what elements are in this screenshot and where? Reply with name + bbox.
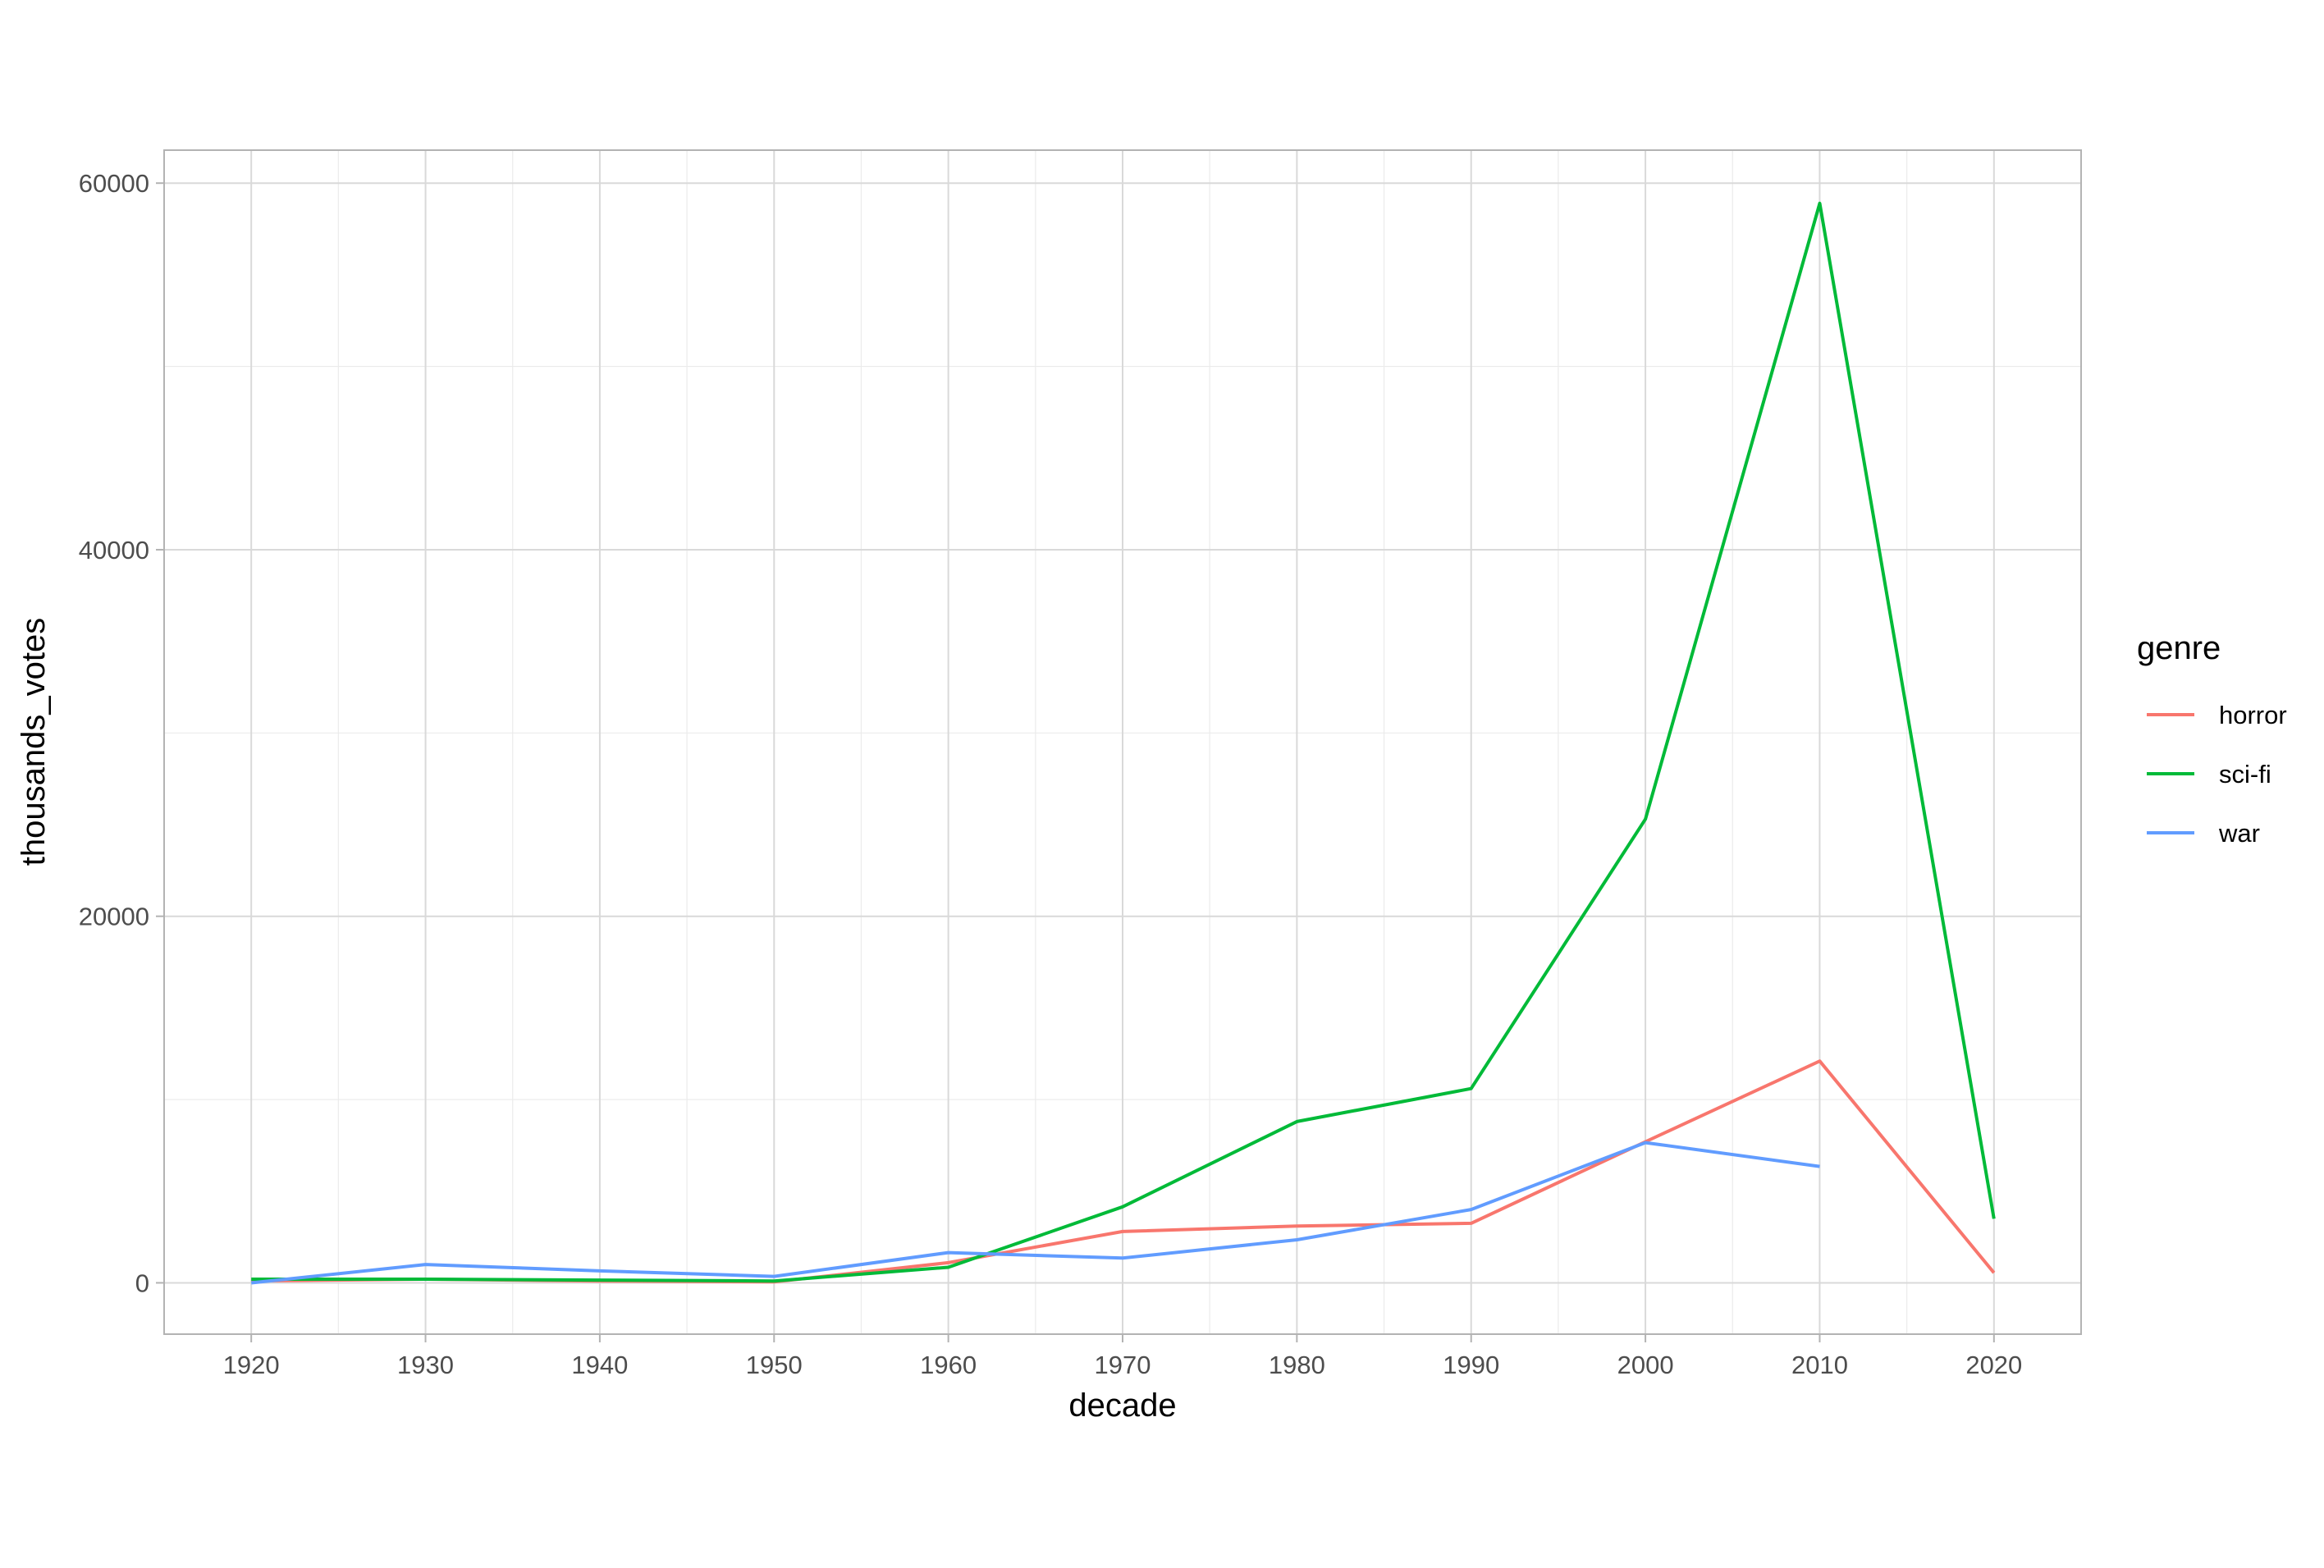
x-tick-label: 1990 — [1443, 1351, 1499, 1379]
major-gridlines — [164, 150, 2081, 1334]
legend-label-horror: horror — [2219, 701, 2287, 729]
y-tick-label: 60000 — [79, 169, 149, 198]
x-tick-label: 1980 — [1269, 1351, 1325, 1379]
series-lines — [250, 201, 1996, 1285]
y-axis-title: thousands_votes — [16, 618, 52, 866]
y-tick-label: 40000 — [79, 536, 149, 565]
x-tick-label: 2000 — [1617, 1351, 1674, 1379]
legend-label-sci-fi: sci-fi — [2219, 760, 2271, 789]
x-tick-label: 2010 — [1791, 1351, 1848, 1379]
series-line-war — [250, 1141, 1820, 1285]
x-tick-label: 1940 — [571, 1351, 628, 1379]
y-tick-label: 0 — [135, 1269, 149, 1297]
x-tick-label: 1930 — [397, 1351, 454, 1379]
x-tick-label: 1970 — [1095, 1351, 1151, 1379]
x-tick-label: 1960 — [920, 1351, 977, 1379]
legend-label-war: war — [2218, 819, 2260, 848]
x-tick-label: 1950 — [746, 1351, 803, 1379]
x-tick-label: 1920 — [223, 1351, 280, 1379]
y-tick-label: 20000 — [79, 903, 149, 931]
x-axis: 1920 1930 1940 1950 1960 1970 1980 1990 2000 2010… — [223, 1334, 2022, 1379]
series-line-sci-fi — [251, 201, 1996, 1283]
legend: genre horror sci-fi war — [2137, 630, 2287, 848]
legend-title: genre — [2137, 630, 2221, 666]
x-tick-label: 2020 — [1965, 1351, 2022, 1379]
y-axis: 0 20000 40000 60000 — [79, 169, 164, 1297]
x-axis-title: decade — [1068, 1387, 1176, 1424]
